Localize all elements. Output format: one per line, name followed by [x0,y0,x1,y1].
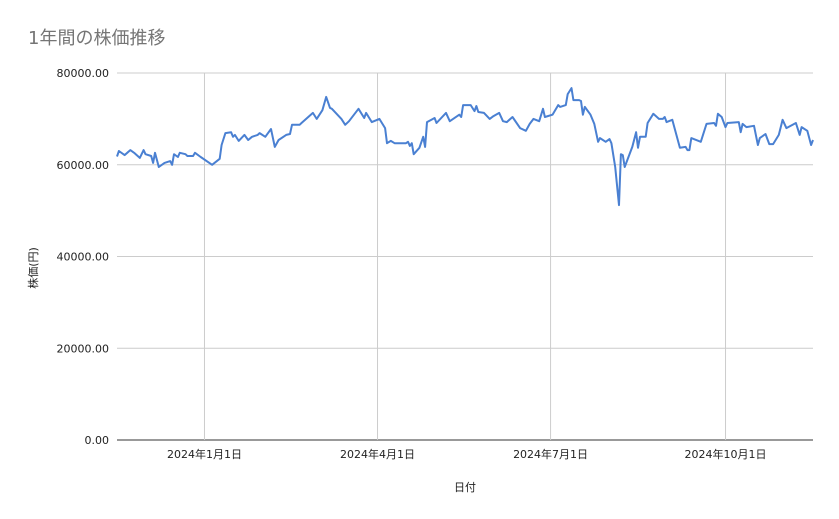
y-tick-label: 60000.00 [57,159,110,172]
y-axis-ticks: 0.00 20000.00 40000.00 60000.00 80000.00 [57,67,110,447]
x-tick-label: 2024年4月1日 [340,447,415,461]
y-tick-label: 40000.00 [57,251,110,264]
y-tick-label: 0.00 [85,434,110,447]
chart-title: 1年間の株価推移 [28,28,165,49]
gridlines [117,72,813,441]
x-tick-label: 2024年1月1日 [167,447,242,461]
x-axis-ticks: 2024年1月1日 2024年4月1日 2024年7月1日 2024年10月1日 [167,447,767,461]
y-tick-label: 80000.00 [57,67,110,80]
series [116,87,814,207]
y-axis-title: 株価(円) [26,247,40,289]
x-axis-title: 日付 [454,481,476,494]
x-tick-label: 2024年7月1日 [513,447,588,461]
y-tick-label: 20000.00 [57,342,110,355]
series-line [116,87,814,207]
x-tick-label: 2024年10月1日 [685,447,767,461]
